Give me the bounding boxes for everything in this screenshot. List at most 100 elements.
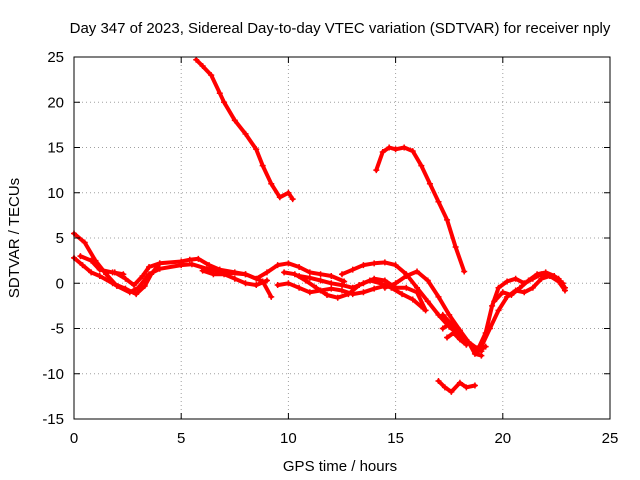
y-tick-label: 15 (47, 140, 64, 157)
data-point (96, 266, 103, 273)
series-line (282, 270, 426, 311)
data-point (253, 275, 260, 282)
data-point (199, 267, 206, 274)
data-point (221, 99, 228, 106)
series-arc-15 (478, 273, 568, 350)
data-point (403, 273, 410, 280)
data-point (420, 305, 427, 312)
data-point (306, 289, 313, 296)
data-point (274, 262, 281, 269)
data-point (409, 296, 416, 303)
x-tick-label: 15 (387, 430, 404, 447)
data-point (381, 284, 388, 291)
series-arc-14 (474, 271, 568, 355)
data-point (392, 262, 399, 269)
data-point (285, 280, 292, 287)
data-point (463, 384, 470, 391)
data-point (334, 294, 341, 301)
data-point (414, 268, 421, 275)
data-point (446, 320, 453, 327)
data-point (216, 266, 223, 273)
data-point (77, 253, 84, 260)
data-point (478, 343, 485, 350)
data-point (289, 196, 296, 203)
data-point (414, 284, 421, 291)
series-arc-4 (111, 255, 348, 289)
data-point (486, 325, 493, 332)
data-point (285, 260, 292, 267)
data-point (178, 258, 185, 265)
data-point (456, 379, 463, 386)
data-point (328, 280, 335, 287)
series-arc-2 (71, 254, 163, 298)
data-point (542, 269, 549, 276)
series-group (71, 56, 568, 395)
series-line (194, 57, 295, 202)
data-point (512, 275, 519, 282)
x-tick-label: 5 (177, 430, 185, 447)
data-point (111, 269, 118, 276)
data-point (281, 269, 288, 276)
data-point (444, 216, 451, 223)
x-tick-labels: 0 5 10 15 20 25 (70, 430, 619, 447)
data-point (399, 291, 406, 298)
data-point (216, 90, 223, 97)
data-point (313, 284, 320, 291)
data-point (508, 292, 515, 299)
data-point (450, 330, 457, 337)
series-line (297, 274, 398, 290)
data-point (141, 282, 148, 289)
y-tick-label: 0 (56, 275, 64, 292)
data-point (401, 144, 408, 151)
series-arc-18 (373, 144, 468, 275)
data-point (156, 260, 163, 267)
data-point (538, 275, 545, 282)
data-point (379, 149, 386, 156)
data-point (386, 144, 393, 151)
y-tick-labels: -15 -10 -5 0 5 10 15 20 25 (42, 49, 64, 428)
data-point (109, 280, 116, 287)
data-point (195, 255, 202, 262)
data-point (392, 146, 399, 153)
data-point (259, 162, 266, 169)
data-point (446, 311, 453, 318)
data-point (339, 271, 345, 278)
x-tick-label: 25 (602, 430, 619, 447)
data-point (208, 72, 215, 79)
series-line (72, 231, 274, 299)
data-point (133, 291, 140, 298)
data-point (495, 284, 502, 291)
data-point (274, 282, 281, 289)
x-axis-label: GPS time / hours (283, 458, 397, 475)
data-point (441, 384, 448, 391)
data-point (345, 291, 352, 298)
data-point (253, 282, 260, 289)
data-point (426, 180, 433, 187)
data-point (529, 284, 536, 291)
data-point (276, 194, 283, 201)
data-point (253, 146, 260, 153)
data-point (360, 280, 367, 287)
data-point (448, 388, 455, 395)
data-point (435, 198, 442, 205)
data-point (291, 271, 298, 278)
data-point (317, 277, 324, 284)
data-point (463, 341, 470, 348)
y-tick-label: -10 (42, 366, 64, 383)
data-point (231, 275, 238, 282)
data-point (371, 285, 378, 292)
data-point (491, 298, 498, 305)
data-point (328, 285, 335, 292)
data-point (551, 273, 558, 280)
y-tick-label: 20 (47, 94, 64, 111)
data-point (373, 167, 380, 174)
data-point (296, 284, 303, 291)
data-point (559, 280, 566, 287)
data-point (242, 130, 249, 137)
data-point (495, 307, 502, 314)
data-point (146, 263, 153, 270)
series-line (72, 255, 162, 297)
data-point (339, 282, 345, 289)
data-point (461, 268, 468, 275)
